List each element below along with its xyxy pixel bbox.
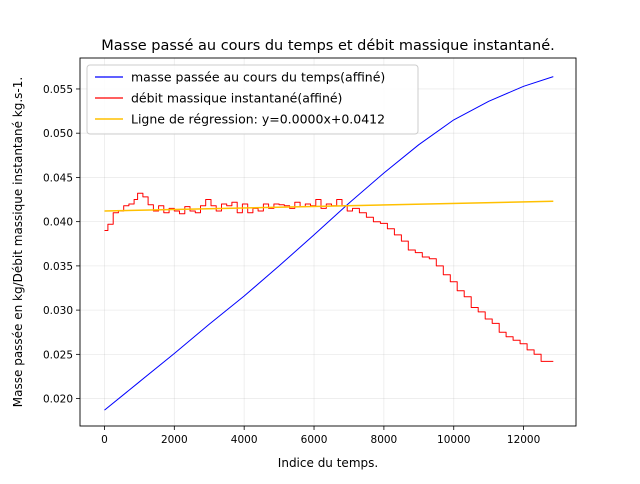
x-tick-label: 4000 [231, 434, 258, 446]
y-axis-label: Masse passée en kg/Débit massique instan… [11, 77, 25, 407]
legend-item-mass-label: masse passée au cours du temps(affiné) [131, 70, 385, 85]
flow-rate-step-line [104, 192, 554, 362]
y-tick-label: 0.025 [43, 349, 73, 361]
y-tick-label: 0.055 [43, 84, 73, 96]
legend-box [86, 64, 419, 135]
y-axis: 0.020 0.025 0.030 0.035 0.040 0.045 0.050 0.055 [43, 84, 80, 406]
legend-item-regression-label: Ligne de régression: y=0.0000x+0.0412 [131, 112, 385, 127]
legend[interactable]: masse passée au cours du temps(affiné) dé… [86, 64, 419, 135]
chart-title: Masse passé au cours du temps et débit m… [101, 38, 554, 54]
y-tick-label: 0.035 [43, 261, 73, 273]
y-tick-label: 0.040 [43, 217, 73, 229]
x-axis: 0 2000 4000 6000 8000 10000 12000 [101, 426, 540, 446]
mass-curve-line [104, 76, 554, 411]
x-tick-label: 10000 [437, 434, 470, 446]
plot-frame [79, 57, 577, 427]
x-axis-label: Indice du temps. [278, 456, 378, 470]
y-tick-label: 0.045 [43, 172, 73, 184]
y-tick-label: 0.030 [43, 305, 73, 317]
series-layer [104, 76, 554, 411]
regression-line [104, 200, 554, 212]
x-tick-label: 8000 [371, 434, 398, 446]
x-tick-label: 6000 [301, 434, 328, 446]
y-tick-label: 0.020 [43, 394, 73, 406]
y-tick-label: 0.050 [43, 128, 73, 140]
x-tick-label: 12000 [507, 434, 540, 446]
x-tick-label: 0 [101, 434, 108, 446]
x-tick-label: 2000 [161, 434, 188, 446]
legend-item-flow-rate-label: débit massique instantané(affiné) [131, 91, 342, 106]
